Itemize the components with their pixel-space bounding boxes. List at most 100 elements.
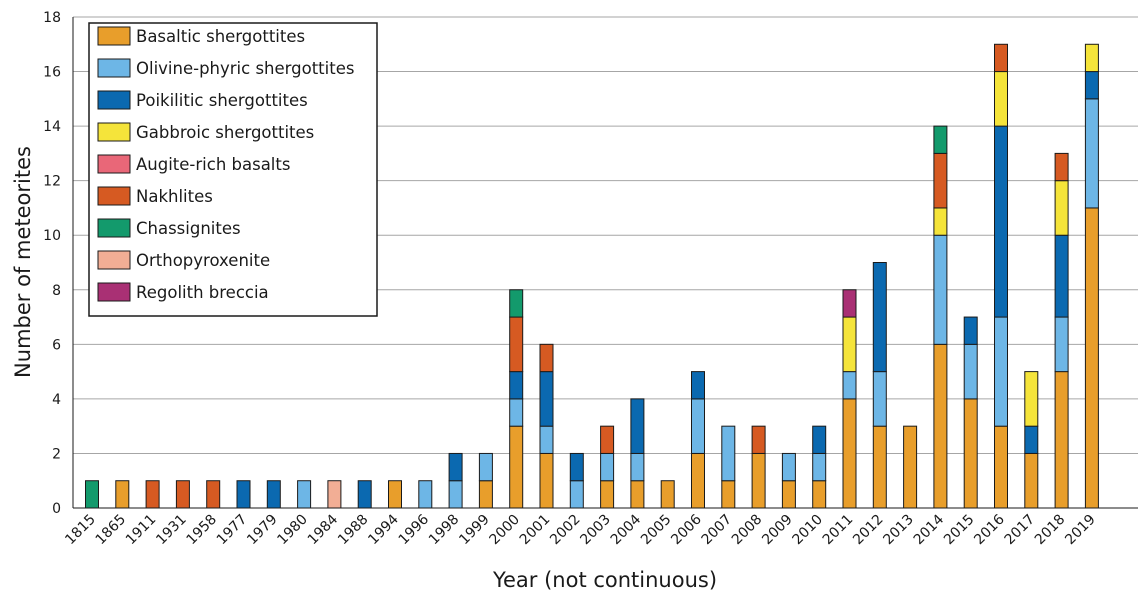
bar-segment [1084, 207, 1099, 509]
y-tick-label: 14 [43, 119, 61, 135]
x-tick-label: 1999 [456, 512, 493, 549]
bar-segment [1054, 152, 1069, 182]
bar-segment [1054, 234, 1069, 318]
legend-entry: Poikilitic shergottites [136, 91, 308, 110]
bar-segment [1054, 316, 1069, 373]
bar-segment [933, 343, 948, 509]
bar-segment [842, 316, 857, 373]
x-tick-label: 2005 [638, 512, 675, 549]
bar-segment [721, 480, 736, 509]
bar-segment [509, 289, 524, 318]
bar-segment [478, 452, 493, 482]
legend-swatch [97, 154, 131, 174]
bar-segment [751, 452, 766, 509]
bar-segment [509, 425, 524, 509]
bar-segment [509, 316, 524, 373]
legend-entry: Olivine-phyric shergottites [136, 59, 354, 78]
bar-segment [933, 234, 948, 345]
bar-segment [569, 480, 584, 509]
x-axis-label: Year (not continuous) [492, 568, 717, 592]
legend-swatch [97, 218, 131, 238]
bar-segment [145, 480, 160, 509]
y-tick-label: 2 [52, 446, 61, 462]
bar-segment [933, 207, 948, 236]
bar-segment [691, 398, 705, 454]
bar-segment [933, 152, 948, 209]
legend: Basaltic shergottites Olivine-phyric sher… [88, 22, 378, 317]
bar-segment [842, 289, 857, 318]
x-tick-label: 2012 [850, 512, 887, 549]
x-tick-label: 1996 [396, 511, 433, 548]
x-tick-label: 2019 [1062, 512, 1099, 549]
x-tick-label: 2004 [608, 511, 645, 548]
x-tick-label: 2003 [577, 512, 614, 549]
bar-segment [812, 480, 827, 509]
bar-segment [236, 480, 251, 509]
bar-segment [418, 480, 433, 509]
y-tick-label: 4 [52, 392, 61, 408]
bar-segment [1024, 452, 1039, 509]
x-tick-label: 1911 [123, 512, 160, 549]
x-tick-label: 2018 [1032, 512, 1069, 549]
bar-segment [842, 398, 857, 509]
bar-segment [872, 262, 887, 373]
x-tick-label: 1994 [365, 511, 402, 548]
legend-entry: Chassignites [136, 219, 241, 238]
axes [72, 17, 1138, 509]
legend-swatch [97, 122, 131, 142]
bar-segment [630, 452, 645, 482]
bar-segment [781, 452, 796, 482]
bar-segment [569, 452, 584, 482]
bar-segment [478, 480, 493, 509]
bar-segment [600, 452, 615, 482]
bar-segment [1024, 425, 1039, 454]
x-tick-label: 1998 [426, 512, 463, 549]
legend-entry: Gabbroic shergottites [136, 123, 314, 142]
x-tick-label: 2008 [729, 512, 766, 549]
legend-swatch [97, 250, 131, 270]
bar-segment [175, 480, 190, 509]
x-tick-label: 1815 [62, 512, 99, 549]
legend-entry: Regolith breccia [136, 283, 269, 302]
bar-segment [1024, 371, 1039, 427]
y-tick-label: 18 [43, 10, 61, 26]
bar-segment [963, 316, 978, 345]
bar-segment [721, 425, 736, 482]
x-tick-label: 2013 [880, 512, 917, 549]
x-tick-label: 1958 [184, 512, 221, 549]
bars [85, 43, 1099, 509]
y-tick-label: 10 [43, 228, 61, 244]
bar-segment [630, 398, 645, 454]
bar-segment [630, 480, 645, 509]
bar-segment [963, 398, 978, 509]
legend-entry: Basaltic shergottites [136, 27, 305, 46]
bar-segment [781, 480, 796, 509]
bar-segment [994, 425, 1008, 509]
bar-segment [539, 425, 554, 454]
bar-segment [963, 343, 978, 400]
bar-segment [691, 371, 705, 400]
legend-swatch [97, 26, 131, 46]
bar-segment [448, 480, 463, 509]
bar-segment [327, 480, 342, 509]
bar-segment [691, 452, 705, 509]
bar-segment [539, 452, 554, 509]
legend-entry: Orthopyroxenite [136, 251, 270, 270]
x-tick-label: 2014 [911, 511, 948, 548]
y-tick-label: 8 [52, 283, 61, 299]
bar-segment [1084, 71, 1099, 100]
x-tick-label: 2009 [759, 512, 796, 549]
bar-segment [1054, 180, 1069, 236]
x-tick-label: 1979 [244, 512, 281, 549]
bar-segment [539, 343, 554, 373]
y-tick-label: 12 [43, 174, 61, 190]
x-tick-label: 2016 [971, 511, 1008, 548]
bar-segment [872, 371, 887, 427]
bar-segment [297, 480, 312, 509]
y-tick-labels: 0 2 4 6 8 10 12 14 16 18 [43, 10, 61, 517]
y-tick-label: 16 [43, 65, 61, 81]
legend-swatch [97, 90, 131, 110]
bar-segment [1084, 98, 1099, 209]
bar-segment [509, 398, 524, 427]
x-tick-label: 1988 [335, 512, 372, 549]
